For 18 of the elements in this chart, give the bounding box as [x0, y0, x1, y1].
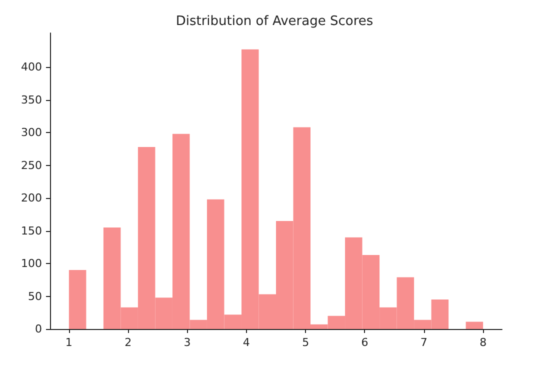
y-tick-label: 50 — [28, 290, 42, 303]
x-tick-label: 6 — [361, 336, 368, 349]
x-tick-label: 2 — [124, 336, 132, 349]
y-tick-label: 400 — [21, 60, 42, 74]
x-tick-label: 4 — [242, 336, 250, 349]
y-tick-label: 0 — [35, 322, 42, 336]
x-tick-label: 5 — [302, 336, 310, 349]
y-tick-label: 150 — [21, 224, 42, 238]
y-tick-label: 100 — [21, 257, 42, 270]
x-tick-label: 7 — [420, 336, 428, 349]
x-tick-label: 3 — [184, 336, 191, 349]
x-tick-label: 8 — [480, 336, 487, 349]
y-tick-label: 350 — [21, 93, 42, 106]
y-tick-label: 250 — [21, 158, 42, 172]
y-tick-label: 200 — [21, 192, 42, 205]
chart-title: Distribution of Average Scores — [176, 14, 374, 29]
x-tick-label: 1 — [65, 336, 72, 349]
y-tick-label: 300 — [21, 126, 42, 140]
